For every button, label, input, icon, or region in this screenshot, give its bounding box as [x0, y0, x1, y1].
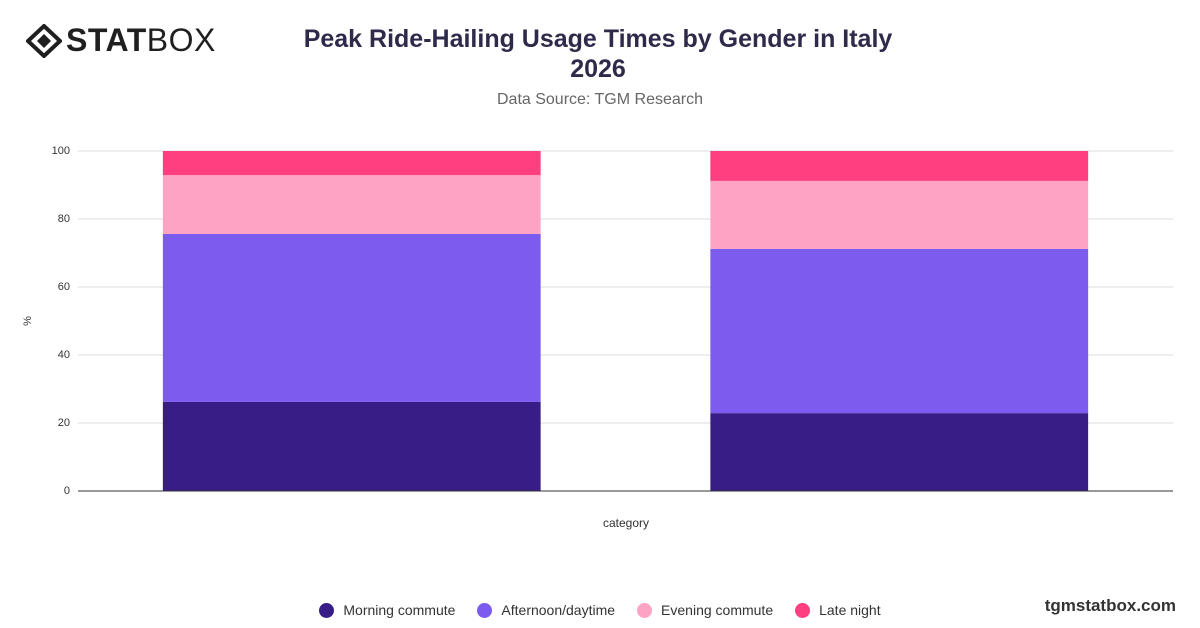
- logo-icon: [26, 23, 62, 58]
- legend-item[interactable]: Evening commute: [637, 602, 773, 618]
- legend-swatch: [477, 602, 493, 618]
- legend-item[interactable]: Afternoon/daytime: [477, 602, 615, 618]
- logo: STAT BOX: [26, 22, 216, 59]
- logo-light: BOX: [146, 22, 216, 58]
- bar-segment: [710, 248, 1089, 414]
- legend-label: Evening commute: [661, 602, 774, 618]
- legend-label: Afternoon/daytime: [501, 602, 616, 618]
- y-tick-label: 0: [64, 485, 70, 497]
- bar-segment: [710, 151, 1089, 181]
- y-tick-label: 100: [52, 145, 70, 157]
- bar-segment: [162, 233, 541, 402]
- x-axis-label: category: [603, 516, 649, 530]
- y-tick-label: 80: [58, 213, 70, 225]
- bar-segment: [162, 151, 541, 176]
- legend-item[interactable]: Late night: [795, 602, 881, 618]
- legend-label: Late night: [819, 602, 881, 618]
- legend-label: Morning commute: [343, 602, 456, 618]
- chart: % category 0 20 40 60 80 100: [22, 145, 1173, 530]
- bar-segment: [162, 175, 541, 234]
- logo-bold: STAT: [66, 22, 147, 58]
- website: tgmstatbox.com: [1044, 596, 1176, 615]
- legend: Morning commute Afternoon/daytime Evening …: [0, 602, 1200, 618]
- y-tick-label: 60: [58, 281, 70, 293]
- y-tick-label: 20: [58, 417, 70, 429]
- legend-swatch: [795, 602, 811, 618]
- legend-swatch: [319, 602, 335, 618]
- bar-segment: [710, 413, 1089, 491]
- bar-segment: [710, 180, 1089, 249]
- bar-segment: [162, 401, 541, 491]
- y-tick-label: 40: [58, 349, 70, 361]
- legend-swatch: [637, 602, 653, 618]
- legend-item[interactable]: Morning commute: [319, 602, 455, 618]
- y-axis-label: %: [22, 316, 34, 326]
- chart-title: Peak Ride-Hailing Usage Times by Gender …: [303, 25, 893, 83]
- chart-subtitle: Data Source: TGM Research: [496, 91, 703, 108]
